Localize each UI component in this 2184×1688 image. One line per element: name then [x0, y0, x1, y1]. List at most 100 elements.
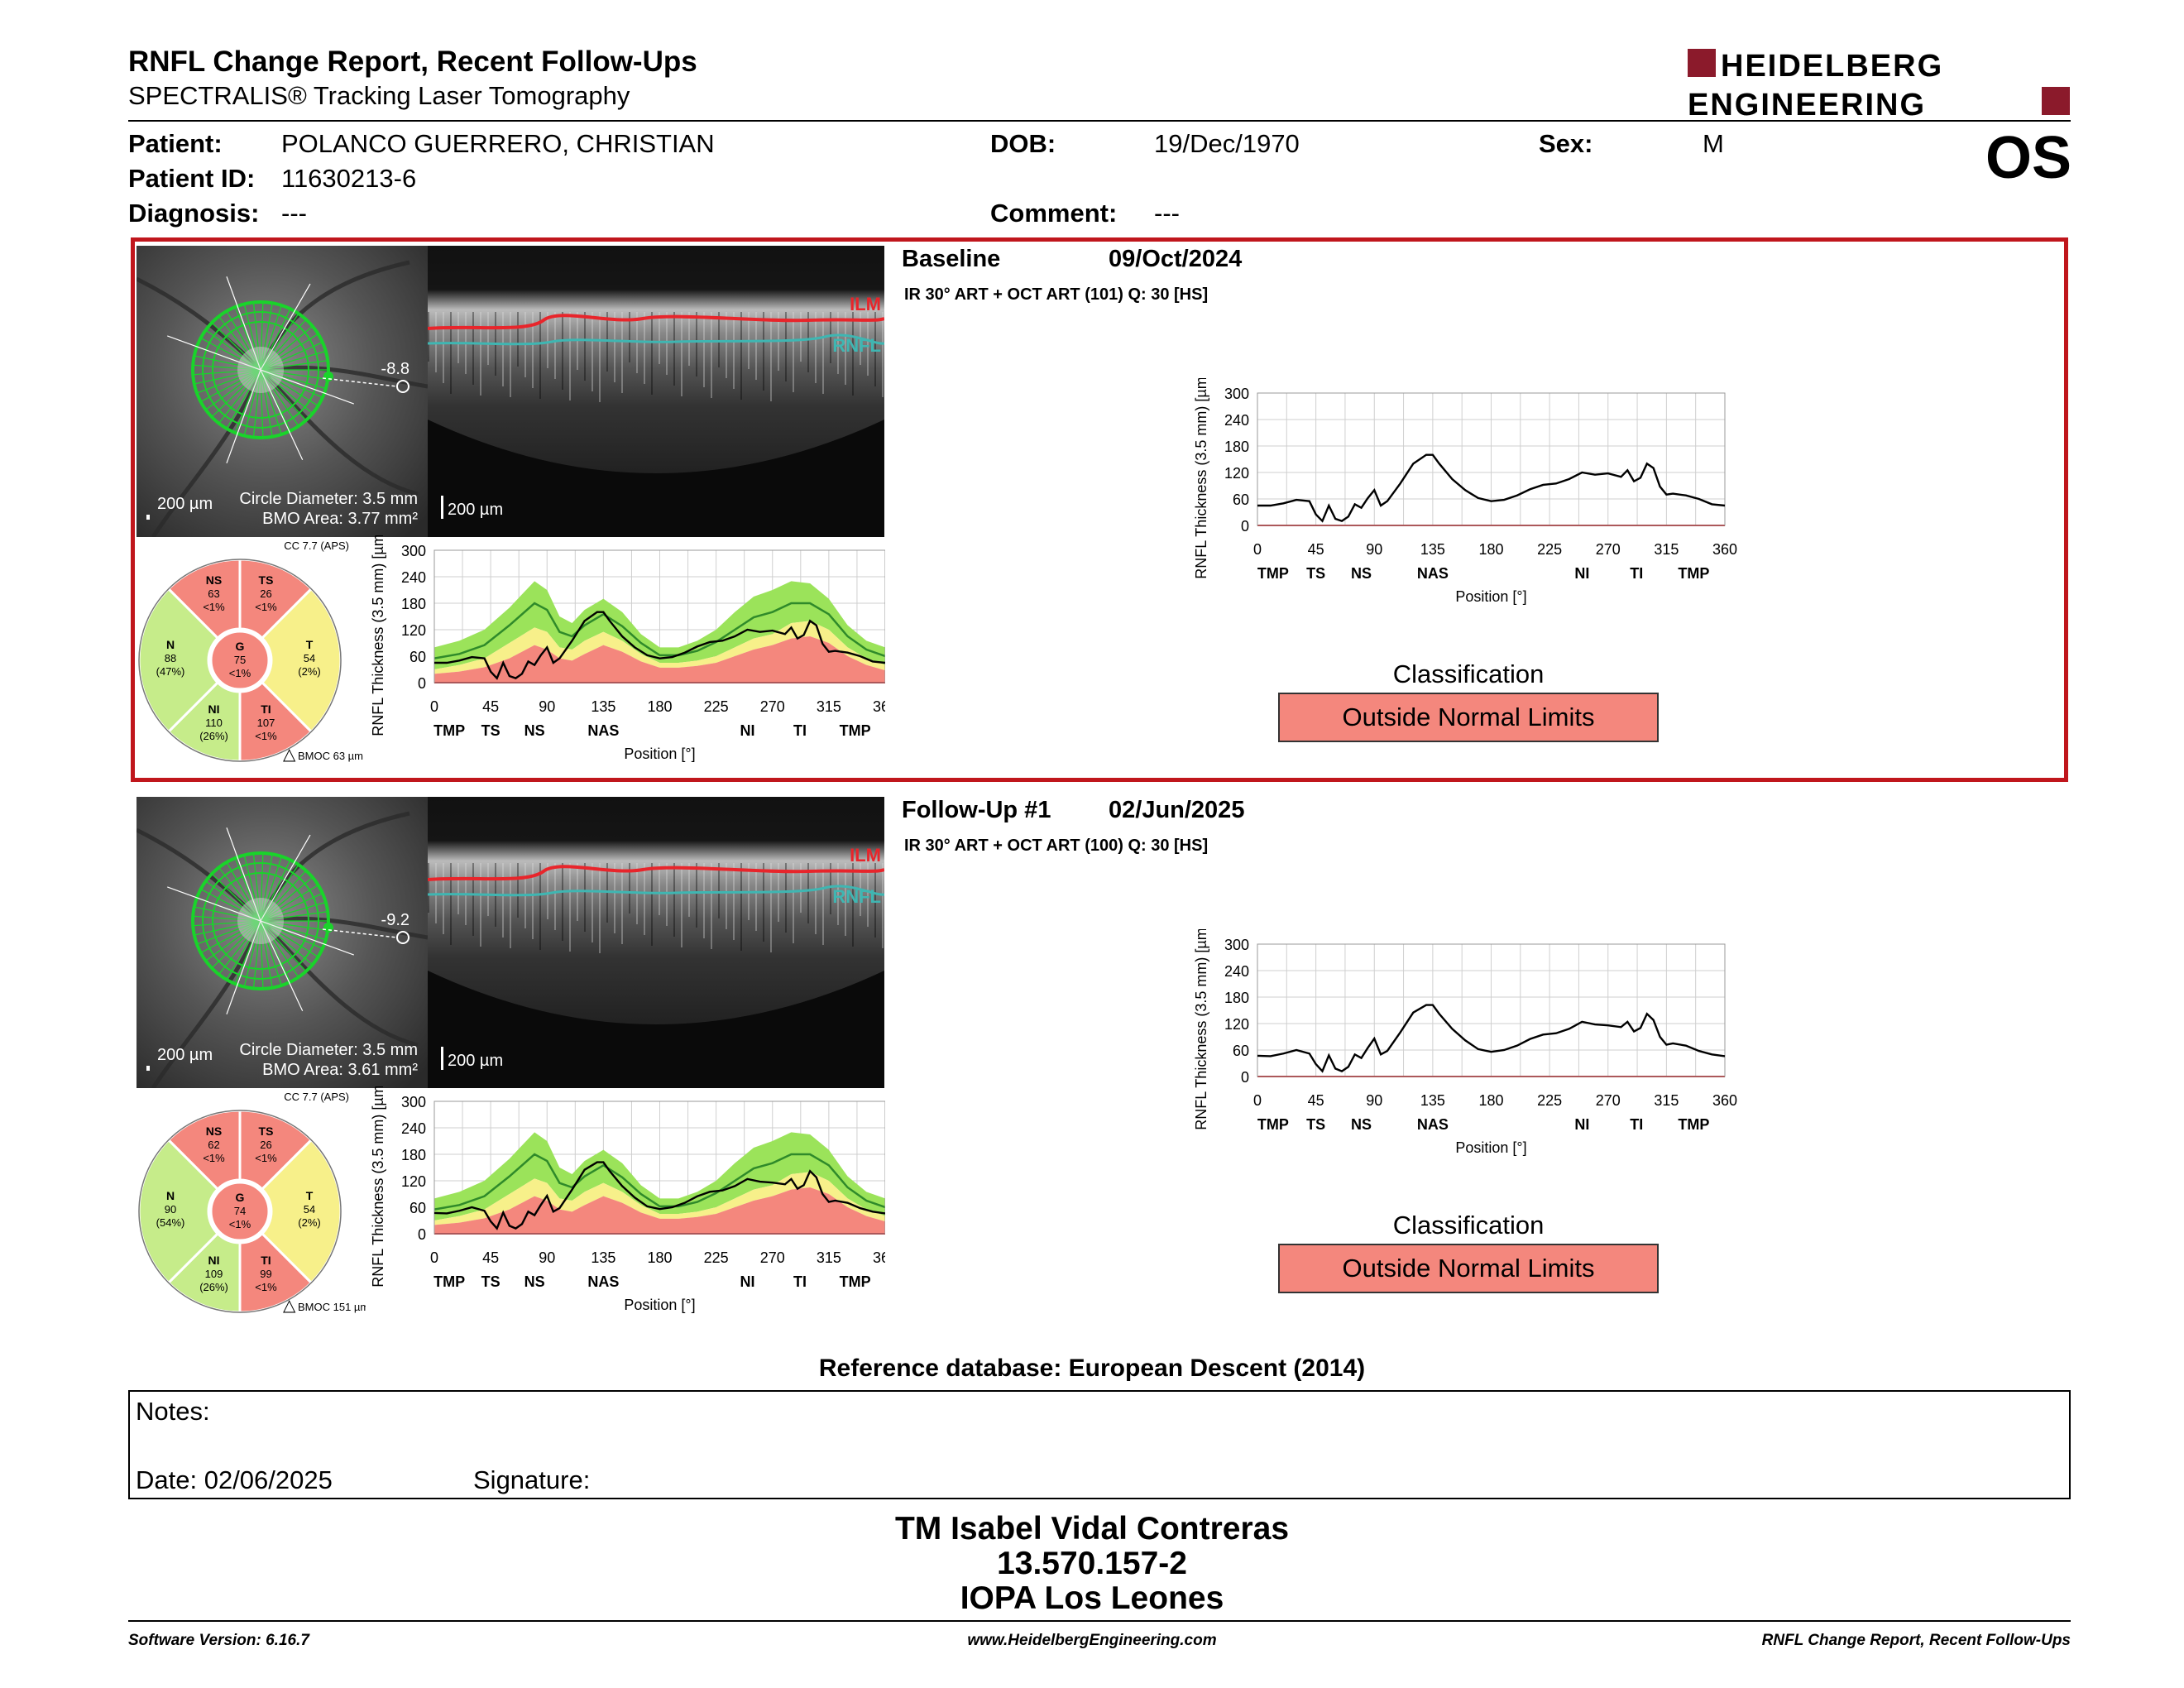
y-tick-label: 300 [1224, 937, 1249, 953]
oct-streak [845, 312, 846, 385]
scan-spoke [260, 309, 291, 371]
scan-circle-overlay [167, 276, 354, 463]
sector-text-t: T [306, 638, 314, 651]
x-tick-label: 135 [591, 1249, 615, 1266]
oct-streak [733, 312, 735, 389]
wheel-outline [138, 1110, 342, 1313]
sex-value: M [1703, 129, 1724, 158]
comment-label: Comment: [990, 199, 1118, 228]
sector-text-g: G [236, 640, 245, 653]
x-tick-label: 135 [591, 698, 615, 715]
sector-text-ti: <1% [255, 730, 277, 742]
oct-streak [793, 312, 794, 392]
oct-streak [592, 312, 593, 391]
bmo-marker [323, 923, 333, 933]
sector-axis-label: NAS [587, 1273, 619, 1290]
sector-axis-label: TI [793, 1273, 807, 1290]
oct-streak [718, 312, 720, 367]
footer-rule [128, 1620, 2071, 1622]
oct-streak [673, 312, 675, 386]
notes-box[interactable]: Notes: Date: 02/06/2025 Signature: [128, 1390, 2071, 1499]
x-tick-label: 45 [1308, 1092, 1324, 1109]
oct-streak [726, 312, 727, 378]
x-tick-label: 45 [482, 698, 499, 715]
sector-line [167, 886, 261, 922]
sector-axis-label: TS [481, 1273, 500, 1290]
sector-axis-label: NAS [1417, 565, 1449, 582]
x-tick-label: 225 [704, 1249, 729, 1266]
oct-streak [755, 312, 757, 380]
scan-spoke [243, 920, 261, 987]
eye-indicator: OS [1985, 125, 2072, 191]
classification-result: Outside Normal Limits [1278, 1244, 1659, 1293]
normal-range-band [434, 1132, 885, 1220]
sex-label: Sex: [1539, 129, 1593, 158]
sector-line [167, 335, 261, 371]
oct-streak [562, 863, 563, 941]
ilm-label: ILM [850, 845, 881, 866]
sector-line [226, 369, 261, 463]
x-axis-label: Position [°] [624, 1297, 695, 1313]
scan-spoke [260, 325, 314, 371]
y-tick-label: 120 [1224, 1016, 1249, 1033]
x-tick-label: 360 [1712, 1092, 1737, 1109]
scan-spoke [226, 861, 261, 922]
sector-axis-label: TMP [840, 1273, 871, 1290]
oct-streak [450, 312, 452, 394]
scan-spoke [260, 920, 273, 988]
x-tick-label: 360 [1712, 541, 1737, 558]
x-tick-label: 90 [1366, 1092, 1382, 1109]
x-tick-label: 225 [1537, 1092, 1562, 1109]
oct-streak [644, 312, 645, 384]
y-tick-label: 120 [1224, 465, 1249, 482]
scan-spoke [205, 880, 261, 922]
y-tick-label: 240 [401, 569, 426, 586]
y-axis-label: RNFL Thickness (3.5 mm) [µm] [370, 1086, 386, 1288]
oct-streak [815, 312, 817, 383]
sector-text-n: 90 [165, 1203, 176, 1216]
oct-streak [785, 863, 787, 933]
x-tick-label: 270 [1596, 1092, 1621, 1109]
scan-spoke [193, 915, 261, 922]
sector-global [209, 1181, 271, 1242]
sector-text-ti: 107 [257, 717, 275, 729]
oct-streak [487, 863, 489, 916]
x-tick-label: 315 [817, 1249, 841, 1266]
oct-streak [592, 863, 593, 942]
normal-range-band [434, 581, 885, 669]
oct-streak [867, 863, 869, 927]
rnfl-normative-chart: 06012018024030004590135180225270315360TM… [370, 1086, 885, 1313]
scan-spoke [200, 888, 261, 922]
x-axis-label: Position [°] [1455, 1139, 1526, 1156]
oct-bscan-image: ILM RNFL 200 µm [428, 797, 884, 1088]
sector-text-t: (2%) [298, 665, 320, 678]
y-tick-label: 60 [1233, 1043, 1249, 1059]
oct-streak [584, 863, 586, 932]
patient-label: Patient: [128, 129, 223, 158]
sector-axis-label: TS [481, 722, 500, 739]
reference-database: Reference database: European Descent (20… [818, 1355, 1366, 1382]
sector-text-n: N [166, 638, 175, 651]
angle-value: -8.8 [381, 360, 410, 378]
oct-streak [755, 863, 757, 931]
wheel-outline [138, 559, 342, 762]
oct-streak [457, 863, 459, 914]
oct-streak [696, 863, 697, 928]
x-tick-label: 180 [1478, 541, 1503, 558]
sector-text-n: (47%) [156, 665, 185, 678]
sector-text-t: (2%) [298, 1216, 320, 1229]
scan-spoke [260, 369, 327, 390]
scan-spoke [211, 369, 261, 418]
sector-line [226, 276, 261, 371]
circle-diameter: Circle Diameter: 3.5 mm [239, 1041, 418, 1059]
y-tick-label: 300 [401, 543, 426, 559]
website-link[interactable]: www.HeidelbergEngineering.com [967, 1632, 1217, 1649]
scan-spoke [260, 359, 328, 371]
visit-date: 09/Oct/2024 [1109, 246, 1243, 272]
sector-axis-label: NI [1574, 565, 1589, 582]
oct-streak [763, 312, 764, 391]
scan-spoke [252, 853, 261, 922]
x-tick-label: 135 [1420, 541, 1445, 558]
oct-streak [428, 863, 429, 913]
oct-streak [837, 312, 839, 374]
